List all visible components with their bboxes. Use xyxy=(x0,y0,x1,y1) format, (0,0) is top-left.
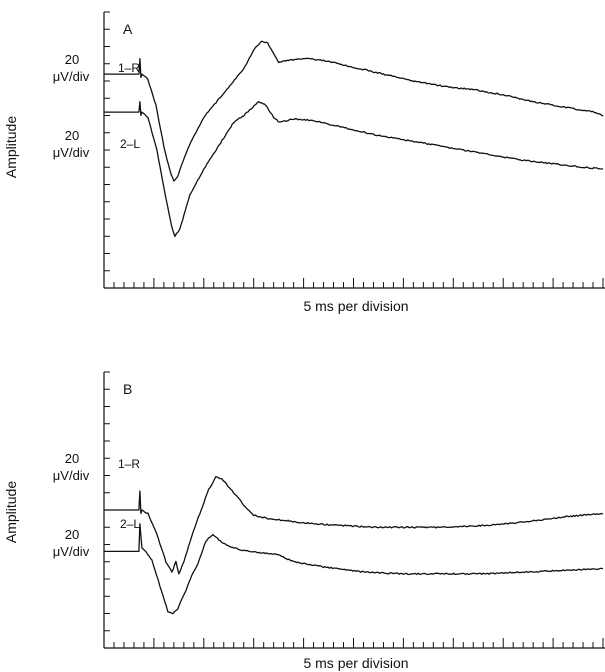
trace-label-1: 1–R xyxy=(118,61,140,75)
scale-value-1: 20 xyxy=(65,451,79,466)
y-axis-label: Amplitude xyxy=(3,116,19,178)
panel-label: A xyxy=(123,21,133,37)
scale-value-2: 20 xyxy=(65,527,79,542)
panel-b: B Amplitude 5 ms per division 20 μV/div … xyxy=(3,371,605,671)
trace-label-1: 1–R xyxy=(118,457,140,471)
y-axis-label: Amplitude xyxy=(3,481,19,543)
panel-label: B xyxy=(123,381,132,397)
trace-label-2: 2–L xyxy=(120,137,140,151)
scale-unit-1: μV/div xyxy=(53,468,90,483)
trace-2-line xyxy=(104,100,604,238)
scale-value-2: 20 xyxy=(65,128,79,143)
trace-1-line xyxy=(104,40,604,182)
panel-a: A Amplitude 5 ms per division 20 μV/div … xyxy=(3,11,605,314)
x-axis-label: 5 ms per division xyxy=(303,298,408,314)
scale-value-1: 20 xyxy=(65,52,79,67)
scale-unit-1: μV/div xyxy=(53,69,90,84)
scale-unit-2: μV/div xyxy=(53,145,90,160)
trace-1-line xyxy=(104,475,604,575)
x-axis-label: 5 ms per division xyxy=(303,655,408,671)
scale-unit-2: μV/div xyxy=(53,544,90,559)
trace-label-2: 2–L xyxy=(120,517,140,531)
trace-2-line xyxy=(104,523,604,615)
